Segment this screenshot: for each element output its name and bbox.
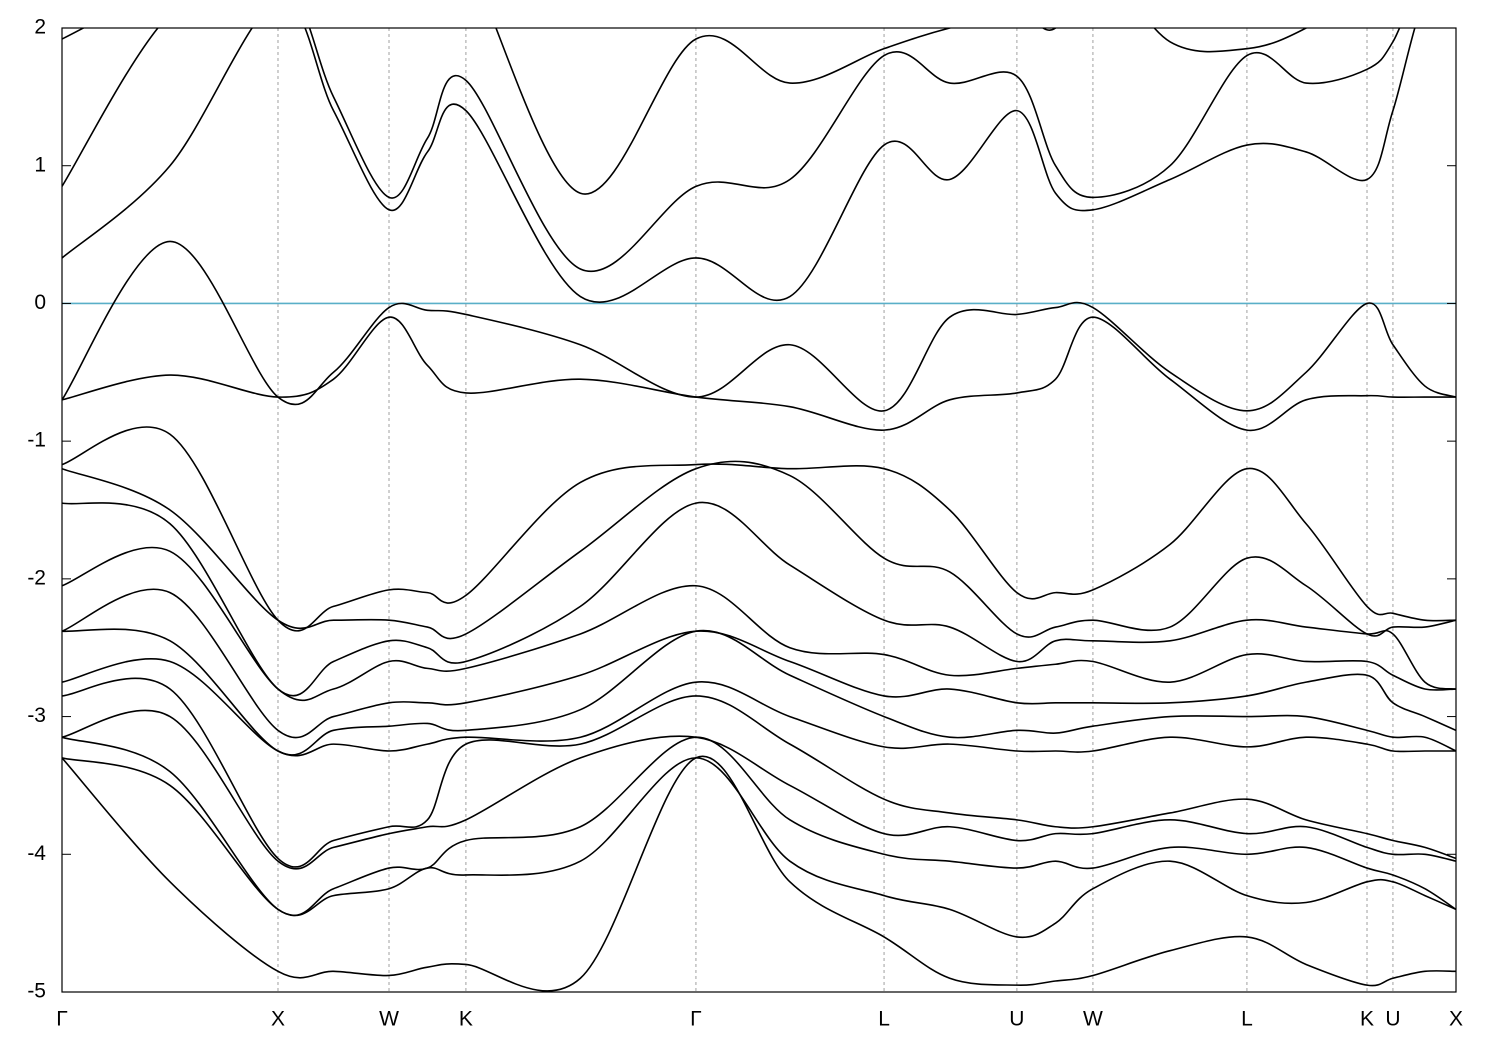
grid: [61, 28, 1457, 992]
x-tick-label: K: [1360, 1008, 1374, 1031]
y-tick-label: -2: [27, 566, 46, 589]
y-tick-label: -5: [27, 980, 46, 1003]
band-line: [62, 28, 1401, 273]
band-line: [62, 501, 1456, 697]
band-line: [62, 757, 1456, 939]
band-line: [62, 658, 1456, 757]
plot-frame: [61, 27, 1457, 993]
band-line: [62, 546, 1456, 702]
x-tick-label: K: [459, 1008, 473, 1031]
band-line: [62, 755, 1456, 992]
x-tick-label: W: [1083, 1008, 1103, 1031]
x-tick-label: Γ: [56, 1008, 68, 1031]
y-tick-label: -1: [27, 429, 46, 452]
band-line: [62, 709, 1456, 870]
band-line: [62, 736, 1456, 917]
band-line: [62, 588, 1456, 739]
band-line: [62, 460, 1456, 640]
y-tick-label: 2: [34, 16, 46, 39]
x-tick-label: L: [1241, 1008, 1253, 1031]
y-tick-label: -4: [27, 842, 46, 865]
y-tick-label: 1: [34, 153, 46, 176]
x-tick-label: X: [1449, 1008, 1463, 1031]
x-tick-label: U: [1009, 1008, 1024, 1031]
band-line: [62, 28, 1308, 195]
band-line: [62, 628, 1456, 756]
x-tick-label: L: [878, 1008, 890, 1031]
band-line: [62, 28, 1416, 303]
y-tick-label: -3: [27, 704, 46, 727]
bands: [62, 28, 1456, 992]
x-tick-label: W: [379, 1008, 399, 1031]
x-tick-label: X: [271, 1008, 285, 1031]
x-tick-label: U: [1385, 1008, 1400, 1031]
band-line: [62, 240, 1456, 412]
band-line: [62, 677, 1456, 868]
band-line: [62, 316, 1456, 431]
y-tick-label: 0: [34, 291, 46, 314]
band-line: [62, 426, 1456, 632]
x-tick-label: Γ: [690, 1008, 702, 1031]
